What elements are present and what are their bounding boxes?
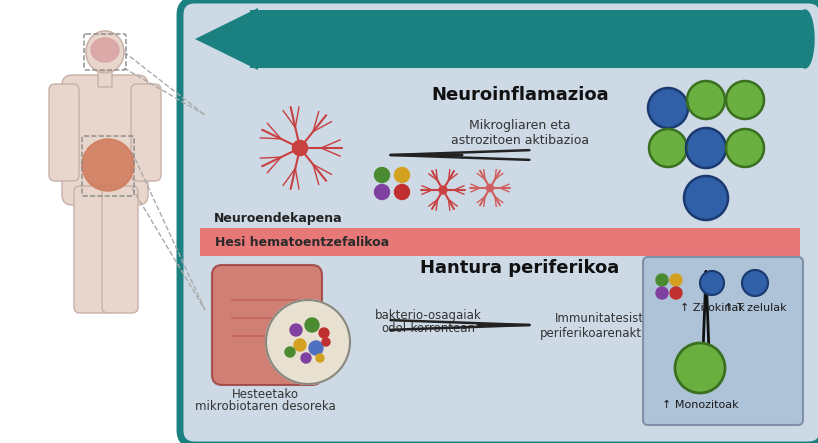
FancyBboxPatch shape <box>74 186 110 313</box>
Circle shape <box>439 186 447 194</box>
Text: bakterio-osagaiak: bakterio-osagaiak <box>375 308 481 322</box>
Circle shape <box>375 184 389 199</box>
Circle shape <box>742 270 768 296</box>
Ellipse shape <box>86 31 124 73</box>
Circle shape <box>648 88 688 128</box>
Text: odol-korrontean: odol-korrontean <box>381 322 475 334</box>
Text: mikrobiotaren desoreka: mikrobiotaren desoreka <box>195 400 335 413</box>
Circle shape <box>686 128 726 168</box>
Circle shape <box>687 81 725 119</box>
Circle shape <box>319 328 329 338</box>
FancyBboxPatch shape <box>98 71 112 87</box>
Text: Neuroendekapena: Neuroendekapena <box>213 211 342 225</box>
Text: ↑ Monozitoak: ↑ Monozitoak <box>662 400 739 410</box>
Circle shape <box>670 274 682 286</box>
Text: periferikoarenaktibazioa: periferikoarenaktibazioa <box>540 326 684 339</box>
Ellipse shape <box>82 139 134 191</box>
Circle shape <box>656 274 668 286</box>
Circle shape <box>684 176 728 220</box>
Ellipse shape <box>796 10 814 68</box>
FancyBboxPatch shape <box>49 84 79 181</box>
Ellipse shape <box>91 38 119 62</box>
FancyBboxPatch shape <box>200 228 800 256</box>
Text: Hesteetako: Hesteetako <box>231 388 299 400</box>
Circle shape <box>322 338 330 346</box>
FancyBboxPatch shape <box>250 10 805 68</box>
FancyBboxPatch shape <box>102 186 138 313</box>
Circle shape <box>670 287 682 299</box>
Circle shape <box>375 167 389 183</box>
Circle shape <box>266 300 350 384</box>
Circle shape <box>316 354 324 362</box>
Text: ↑ T zelulak: ↑ T zelulak <box>724 303 786 313</box>
Circle shape <box>309 341 323 355</box>
Circle shape <box>394 167 410 183</box>
Circle shape <box>726 129 764 167</box>
Text: Hesi hematoentzefalikoa: Hesi hematoentzefalikoa <box>215 236 389 249</box>
Circle shape <box>290 324 302 336</box>
Text: Mikrogliaren eta: Mikrogliaren eta <box>470 118 571 132</box>
Circle shape <box>293 140 308 155</box>
FancyBboxPatch shape <box>643 257 803 425</box>
Circle shape <box>649 129 687 167</box>
Circle shape <box>726 81 764 119</box>
Text: Hantura periferikoa: Hantura periferikoa <box>420 259 619 277</box>
FancyBboxPatch shape <box>131 84 161 181</box>
Text: Neuroinflamazioa: Neuroinflamazioa <box>431 86 609 104</box>
Circle shape <box>294 339 306 351</box>
Circle shape <box>301 353 311 363</box>
Circle shape <box>675 343 725 393</box>
Circle shape <box>394 184 410 199</box>
Circle shape <box>487 184 493 192</box>
Circle shape <box>656 287 668 299</box>
Text: ↑ Zitokinak: ↑ Zitokinak <box>680 303 744 313</box>
Text: astrozitoen aktibazioa: astrozitoen aktibazioa <box>451 133 589 147</box>
FancyBboxPatch shape <box>212 265 322 385</box>
FancyBboxPatch shape <box>62 75 148 205</box>
Text: Immunitatesistema: Immunitatesistema <box>555 311 670 325</box>
Circle shape <box>285 347 295 357</box>
Polygon shape <box>195 8 258 70</box>
FancyBboxPatch shape <box>180 0 818 443</box>
Circle shape <box>305 318 319 332</box>
Circle shape <box>700 271 724 295</box>
